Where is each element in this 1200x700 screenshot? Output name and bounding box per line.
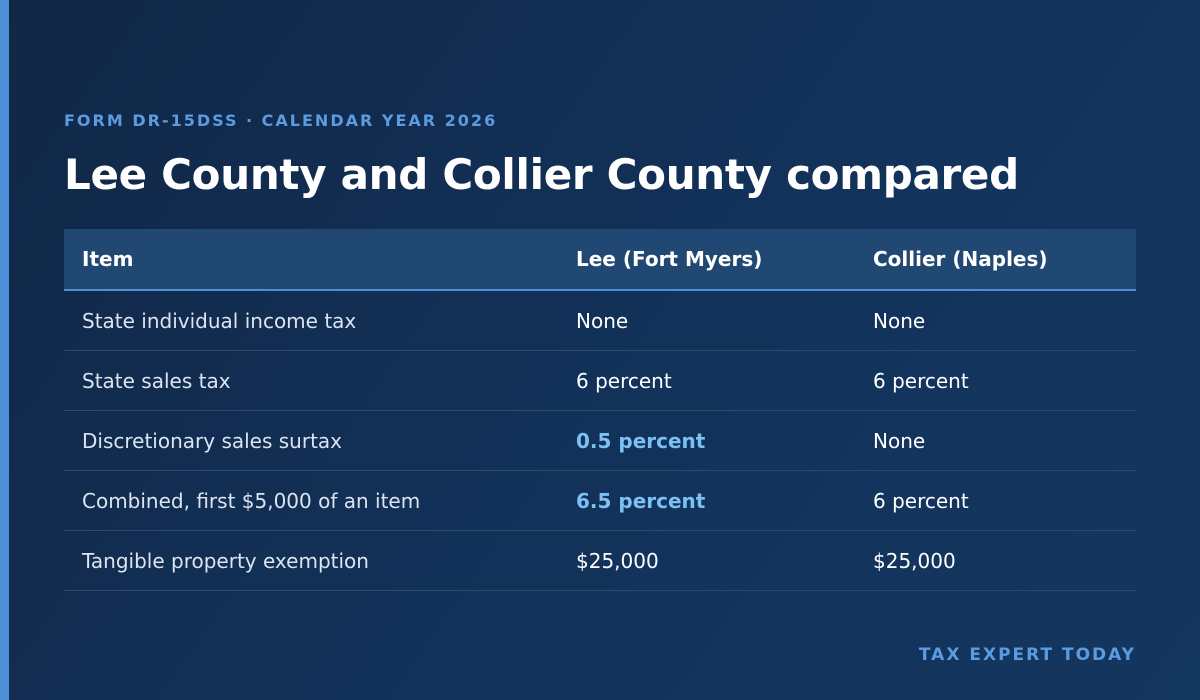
table-row: Discretionary sales surtax 0.5 percent N… (64, 410, 1136, 471)
comparison-table: Item Lee (Fort Myers) Collier (Naples) S… (64, 229, 1136, 591)
lee-value-highlighted: 0.5 percent (558, 410, 855, 471)
column-header-lee: Lee (Fort Myers) (558, 229, 855, 291)
table-row: Combined, first $5,000 of an item 6.5 pe… (64, 470, 1136, 531)
table-row: Tangible property exemption $25,000 $25,… (64, 530, 1136, 591)
row-item-label: State sales tax (64, 350, 558, 411)
table-body: State individual income tax None None St… (64, 290, 1136, 591)
collier-value: None (855, 410, 1136, 471)
column-header-collier: Collier (Naples) (855, 229, 1136, 291)
form-eyebrow: FORM DR-15DSS · CALENDAR YEAR 2026 (64, 111, 498, 130)
row-item-label: State individual income tax (64, 290, 558, 351)
page-title: Lee County and Collier County compared (64, 150, 1019, 199)
table-header: Item Lee (Fort Myers) Collier (Naples) (64, 229, 1136, 291)
lee-value-highlighted: 6.5 percent (558, 470, 855, 531)
row-item-label: Tangible property exemption (64, 530, 558, 591)
collier-value: None (855, 290, 1136, 351)
lee-value: $25,000 (558, 530, 855, 591)
lee-value: 6 percent (558, 350, 855, 411)
collier-value: $25,000 (855, 530, 1136, 591)
table-row: State sales tax 6 percent 6 percent (64, 350, 1136, 411)
row-item-label: Discretionary sales surtax (64, 410, 558, 471)
collier-value: 6 percent (855, 470, 1136, 531)
brand-footer: TAX EXPERT TODAY (918, 645, 1136, 665)
row-item-label: Combined, first $5,000 of an item (64, 470, 558, 531)
collier-value: 6 percent (855, 350, 1136, 411)
lee-value: None (558, 290, 855, 351)
header-row: Item Lee (Fort Myers) Collier (Naples) (64, 229, 1136, 291)
left-accent-bar (0, 0, 9, 700)
column-header-item: Item (64, 229, 558, 291)
table-row: State individual income tax None None (64, 290, 1136, 351)
